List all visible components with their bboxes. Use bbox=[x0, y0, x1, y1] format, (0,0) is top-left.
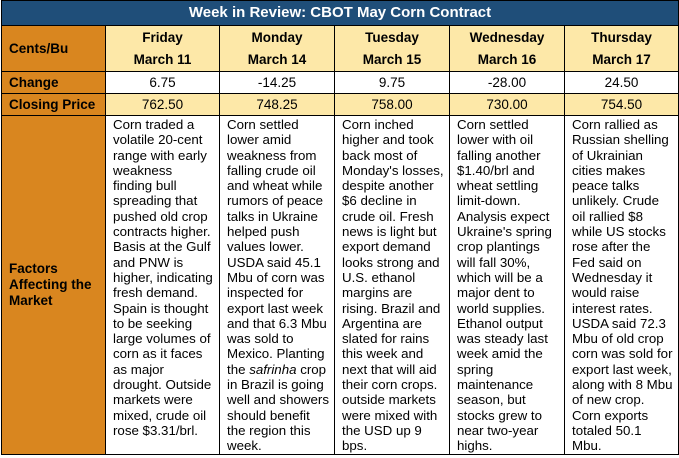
factors-friday: Corn traded a volatile 20-cent range wit… bbox=[105, 115, 220, 455]
day-name: Wednesday bbox=[469, 29, 545, 45]
day-date: March 17 bbox=[592, 51, 651, 67]
factors-italic-term: safrinha bbox=[249, 361, 297, 377]
change-value-monday: -14.25 bbox=[219, 71, 335, 94]
closing-price-wednesday: 730.00 bbox=[449, 93, 565, 116]
factors-label-line: Factors bbox=[9, 260, 58, 276]
closing-price-thursday: 754.50 bbox=[564, 93, 679, 116]
day-header-tuesday: Tuesday March 15 bbox=[334, 25, 450, 72]
change-label: Change bbox=[1, 71, 106, 94]
factors-tuesday: Corn inched higher and took back most of… bbox=[334, 115, 450, 455]
change-value-friday: 6.75 bbox=[105, 71, 220, 94]
closing-price-friday: 762.50 bbox=[105, 93, 220, 116]
day-name: Friday bbox=[142, 29, 183, 45]
change-value-tuesday: 9.75 bbox=[334, 71, 450, 94]
units-label: Cents/Bu bbox=[1, 25, 106, 72]
closing-price-label: Closing Price bbox=[1, 93, 106, 116]
factors-label-line: Affecting the bbox=[9, 276, 92, 292]
table-title: Week in Review: CBOT May Corn Contract bbox=[1, 0, 679, 26]
closing-price-monday: 748.25 bbox=[219, 93, 335, 116]
day-name: Thursday bbox=[591, 29, 652, 45]
day-date: March 14 bbox=[247, 51, 307, 67]
day-header-thursday: Thursday March 17 bbox=[564, 25, 679, 72]
closing-price-tuesday: 758.00 bbox=[334, 93, 450, 116]
factors-label-line: Market bbox=[9, 292, 53, 308]
factors-text: crop in Brazil is going well and showers… bbox=[227, 361, 329, 454]
change-value-thursday: 24.50 bbox=[564, 71, 679, 94]
day-date: March 16 bbox=[477, 51, 537, 67]
day-header-friday: Friday March 11 bbox=[105, 25, 220, 72]
change-value-wednesday: -28.00 bbox=[449, 71, 565, 94]
factors-text: Corn settled lower amid weakness from fa… bbox=[227, 117, 327, 377]
factors-label: Factors Affecting the Market bbox=[1, 115, 106, 455]
factors-wednesday: Corn settled lower with oil falling anot… bbox=[449, 115, 565, 455]
day-name: Monday bbox=[251, 29, 303, 45]
day-date: March 11 bbox=[133, 51, 192, 67]
factors-thursday: Corn rallied as Russian shelling of Ukra… bbox=[564, 115, 679, 455]
factors-monday: Corn settled lower amid weakness from fa… bbox=[219, 115, 335, 455]
day-header-monday: Monday March 14 bbox=[219, 25, 335, 72]
day-name: Tuesday bbox=[365, 29, 419, 45]
day-header-wednesday: Wednesday March 16 bbox=[449, 25, 565, 72]
day-date: March 15 bbox=[362, 51, 422, 67]
